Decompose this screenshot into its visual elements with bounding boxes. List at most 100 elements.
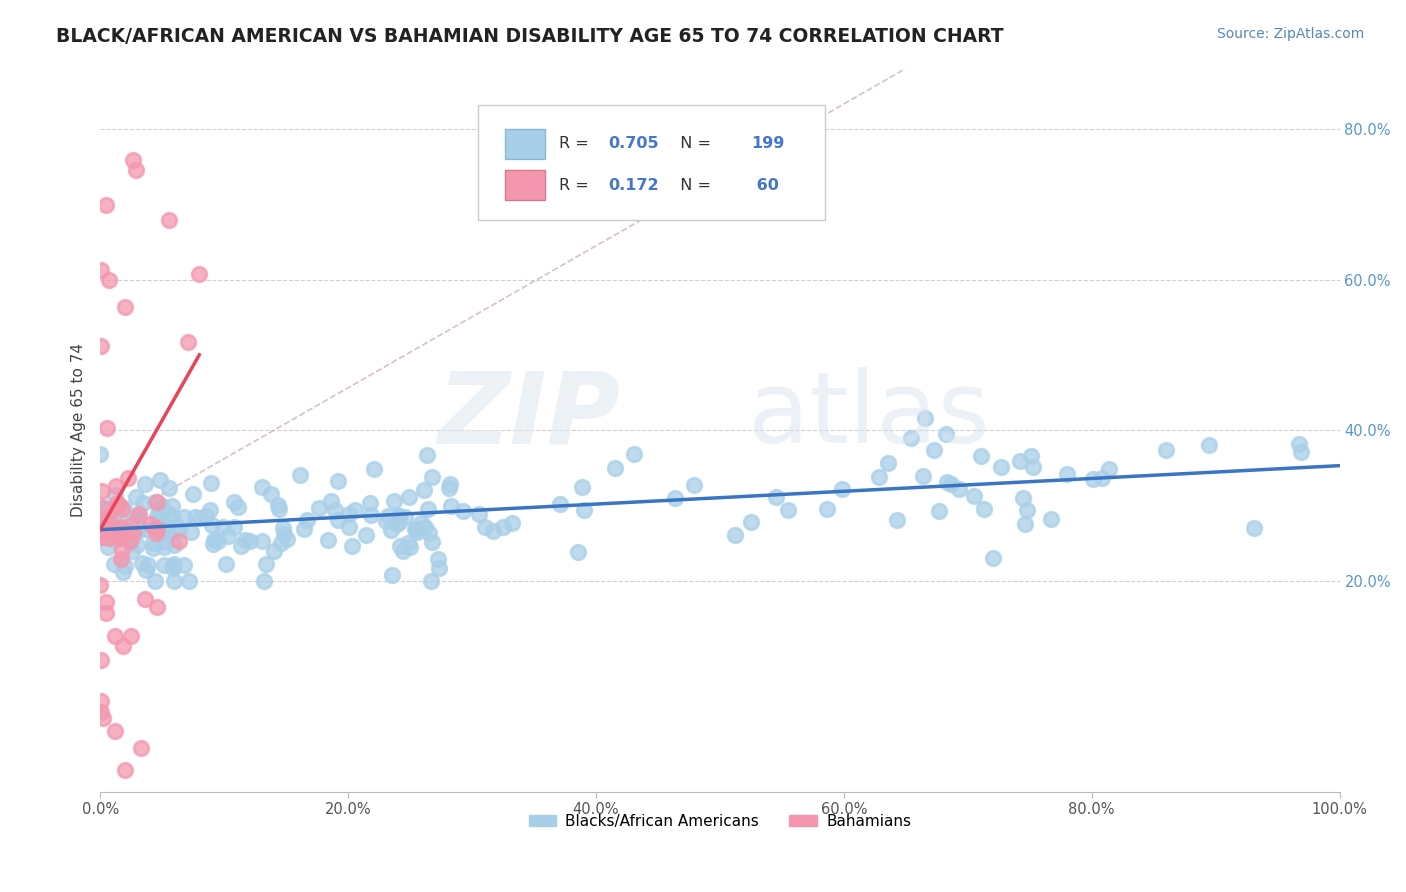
Point (354, 527, 377, 541)
Point (420, 574, 443, 588)
Point (91, 711, 114, 725)
Point (396, 536, 419, 550)
Point (120, 629, 142, 643)
Point (422, 535, 444, 549)
Point (94, 606, 117, 620)
Point (201, 518, 224, 533)
Point (162, 538, 184, 552)
Legend: Blacks/African Americans, Bahamians: Blacks/African Americans, Bahamians (523, 808, 917, 835)
Point (319, 494, 342, 508)
Point (134, 476, 156, 491)
Point (388, 508, 411, 523)
Point (416, 501, 439, 516)
Point (135, 522, 157, 536)
Point (90, 705, 112, 719)
Text: BLACK/AFRICAN AMERICAN VS BAHAMIAN DISABILITY AGE 65 TO 74 CORRELATION CHART: BLACK/AFRICAN AMERICAN VS BAHAMIAN DISAB… (56, 27, 1004, 45)
Point (202, 533, 225, 547)
Point (90, 694, 112, 708)
Point (121, 532, 143, 546)
Point (131, 556, 153, 570)
Point (1289, 445, 1312, 459)
Text: R =: R = (558, 136, 593, 152)
Point (416, 448, 439, 462)
Point (226, 500, 249, 514)
Point (187, 267, 209, 281)
Point (914, 410, 936, 425)
Point (125, 163, 148, 178)
Point (167, 523, 190, 537)
Point (1040, 511, 1063, 525)
Point (740, 515, 762, 529)
Point (98, 514, 121, 528)
Point (195, 508, 218, 523)
Point (250, 480, 273, 494)
Point (548, 497, 571, 511)
Point (427, 561, 450, 575)
Point (129, 740, 152, 755)
Point (97, 531, 120, 545)
Point (104, 724, 127, 739)
Point (120, 532, 142, 546)
Point (267, 502, 290, 516)
Point (104, 628, 127, 642)
Point (107, 523, 129, 537)
Point (135, 563, 157, 577)
Point (973, 502, 995, 516)
Point (162, 510, 184, 524)
Point (413, 483, 436, 497)
Point (94, 198, 117, 212)
Point (1288, 437, 1310, 451)
Point (413, 519, 436, 533)
Point (1015, 503, 1038, 517)
Point (157, 507, 180, 521)
Point (120, 518, 142, 533)
Point (398, 490, 420, 504)
Point (224, 520, 246, 534)
Point (363, 461, 385, 475)
Point (200, 476, 222, 491)
Point (146, 509, 169, 524)
Point (276, 532, 298, 546)
Point (388, 515, 411, 529)
Point (94, 522, 117, 536)
Point (990, 459, 1012, 474)
Point (1198, 438, 1220, 452)
Point (149, 473, 172, 487)
Point (664, 491, 686, 505)
Point (107, 526, 129, 541)
Point (451, 504, 474, 518)
Point (188, 511, 211, 525)
Point (110, 520, 132, 534)
Point (94, 501, 117, 516)
Point (143, 495, 166, 509)
Point (912, 468, 935, 483)
Point (405, 523, 427, 537)
Point (89, 519, 111, 533)
Text: 199: 199 (751, 136, 785, 152)
Point (114, 558, 136, 573)
Point (623, 447, 645, 461)
Point (239, 534, 262, 549)
Point (96, 509, 118, 524)
Point (482, 524, 505, 539)
Point (292, 522, 315, 536)
Point (886, 513, 908, 527)
Point (567, 544, 589, 558)
Point (377, 509, 399, 524)
Point (439, 476, 461, 491)
Point (110, 525, 132, 540)
Point (124, 490, 146, 504)
Point (149, 511, 172, 525)
Point (382, 493, 405, 508)
Point (148, 501, 170, 516)
Point (831, 483, 853, 497)
Point (97, 541, 120, 555)
Point (152, 519, 174, 533)
Text: ZIP: ZIP (437, 368, 620, 464)
Point (103, 558, 125, 572)
Point (387, 516, 409, 531)
Point (359, 496, 381, 510)
Point (928, 504, 950, 518)
Point (98, 526, 121, 541)
Point (389, 539, 412, 553)
